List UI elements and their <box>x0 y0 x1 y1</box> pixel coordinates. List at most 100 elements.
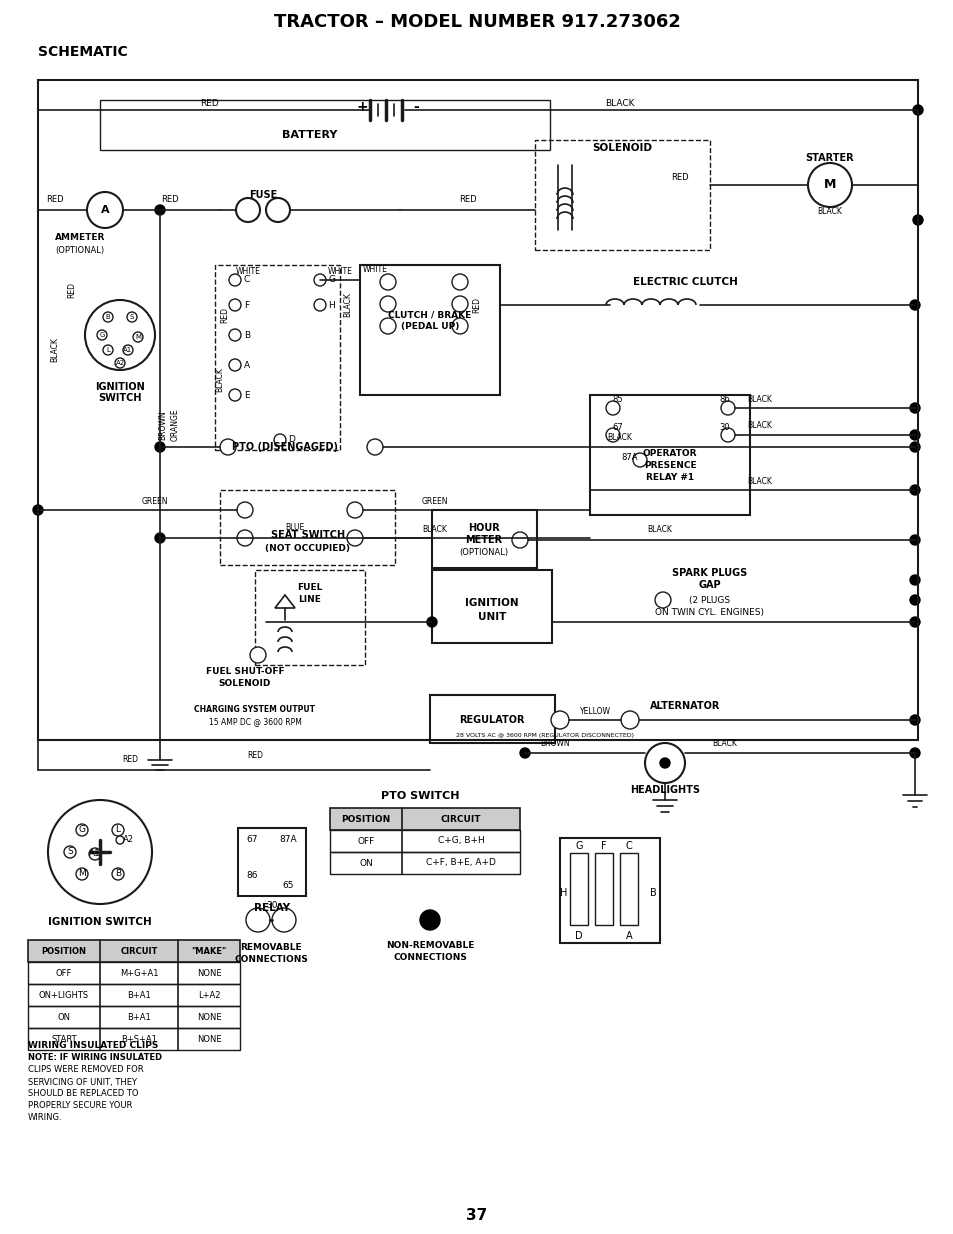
Circle shape <box>909 429 919 441</box>
Circle shape <box>235 197 260 222</box>
Bar <box>100 100 550 151</box>
Text: L+A2: L+A2 <box>197 991 220 1000</box>
Text: 87A: 87A <box>279 835 296 844</box>
Circle shape <box>123 346 132 355</box>
Text: PTO SWITCH: PTO SWITCH <box>380 791 458 801</box>
Text: S: S <box>130 313 134 320</box>
Text: A: A <box>625 930 632 942</box>
Circle shape <box>89 848 101 860</box>
Text: UNIT: UNIT <box>477 612 506 622</box>
Text: ON: ON <box>57 1013 71 1022</box>
Circle shape <box>236 529 253 545</box>
Text: RED: RED <box>200 99 219 107</box>
Text: SOLENOID: SOLENOID <box>218 679 271 687</box>
Text: FUEL: FUEL <box>297 584 322 592</box>
Text: H: H <box>559 888 567 898</box>
Text: B+A1: B+A1 <box>127 991 151 1000</box>
Circle shape <box>909 575 919 585</box>
Text: RELAY #1: RELAY #1 <box>645 473 694 481</box>
Circle shape <box>419 909 439 930</box>
Circle shape <box>132 332 143 342</box>
Text: BROWN: BROWN <box>158 410 168 439</box>
Text: E: E <box>244 390 250 400</box>
Text: A2: A2 <box>122 835 133 844</box>
Circle shape <box>154 533 165 543</box>
Circle shape <box>605 428 619 442</box>
Text: B: B <box>649 888 656 898</box>
Text: BLACK: BLACK <box>51 338 59 363</box>
Text: FUSE: FUSE <box>249 190 276 200</box>
Text: F: F <box>244 301 250 310</box>
Text: RED: RED <box>472 297 481 313</box>
Circle shape <box>229 389 241 401</box>
Text: "MAKE": "MAKE" <box>192 946 227 955</box>
Text: F: F <box>600 842 606 851</box>
Text: PRESENCE: PRESENCE <box>643 460 696 469</box>
Text: RED: RED <box>671 174 688 183</box>
Bar <box>535 139 709 251</box>
Circle shape <box>314 299 326 311</box>
Text: METER: METER <box>465 536 502 545</box>
Text: RED: RED <box>220 307 230 323</box>
Text: (PEDAL UP): (PEDAL UP) <box>400 322 458 332</box>
Text: RED: RED <box>46 195 64 205</box>
Circle shape <box>274 434 286 445</box>
Circle shape <box>347 529 363 545</box>
Text: A2: A2 <box>115 360 125 366</box>
Text: SPARK PLUGS: SPARK PLUGS <box>672 568 747 578</box>
Text: 86: 86 <box>246 871 257 881</box>
Text: M+G+A1: M+G+A1 <box>120 969 158 977</box>
Text: 30: 30 <box>719 423 730 432</box>
Circle shape <box>154 205 165 215</box>
Text: HEADLIGHTS: HEADLIGHTS <box>629 785 700 795</box>
Text: BLACK: BLACK <box>712 738 737 748</box>
Bar <box>569 853 587 926</box>
Text: A: A <box>101 205 110 215</box>
Text: ELECTRIC CLUTCH: ELECTRIC CLUTCH <box>632 276 737 288</box>
Text: +: + <box>355 100 368 114</box>
Text: CIRCUIT: CIRCUIT <box>440 814 480 823</box>
Text: WHITE: WHITE <box>362 265 387 274</box>
Bar <box>220 490 395 565</box>
Circle shape <box>379 296 395 312</box>
Text: BROWN: BROWN <box>539 738 569 748</box>
Text: IGNITION SWITCH: IGNITION SWITCH <box>48 917 152 927</box>
Text: POSITION: POSITION <box>341 814 390 823</box>
Text: START: START <box>51 1034 77 1044</box>
Bar <box>237 828 306 896</box>
Text: M: M <box>78 870 86 879</box>
Circle shape <box>909 714 919 726</box>
Text: G: G <box>99 332 105 338</box>
Bar <box>254 570 365 665</box>
Text: REGULATOR: REGULATOR <box>458 714 524 726</box>
Text: STARTER: STARTER <box>805 153 854 163</box>
Circle shape <box>250 647 266 663</box>
Circle shape <box>367 439 382 455</box>
Text: GREEN: GREEN <box>142 497 168 506</box>
Circle shape <box>246 908 270 932</box>
Text: BLACK: BLACK <box>817 207 841 216</box>
Circle shape <box>720 401 734 415</box>
Text: BLACK: BLACK <box>422 526 447 534</box>
Text: L: L <box>115 826 120 834</box>
Text: ORANGE: ORANGE <box>171 408 179 442</box>
Circle shape <box>909 442 919 452</box>
Circle shape <box>909 595 919 605</box>
Bar <box>38 80 917 740</box>
Bar <box>589 395 749 515</box>
Circle shape <box>659 758 669 768</box>
Text: SEAT SWITCH: SEAT SWITCH <box>271 529 345 540</box>
Text: RED: RED <box>247 750 263 759</box>
Text: 28 VOLTS AC @ 3600 RPM (REGULATOR DISCONNECTED): 28 VOLTS AC @ 3600 RPM (REGULATOR DISCON… <box>456 733 634 738</box>
Circle shape <box>620 711 639 729</box>
Bar <box>619 853 638 926</box>
Circle shape <box>76 824 88 835</box>
Circle shape <box>76 868 88 880</box>
Text: OFF: OFF <box>357 837 375 845</box>
Text: NONE: NONE <box>196 1034 221 1044</box>
Text: ON: ON <box>358 859 373 868</box>
Text: A: A <box>244 360 250 369</box>
Text: SERVICING OF UNIT, THEY: SERVICING OF UNIT, THEY <box>28 1077 137 1086</box>
Bar <box>432 510 537 568</box>
Circle shape <box>347 502 363 518</box>
